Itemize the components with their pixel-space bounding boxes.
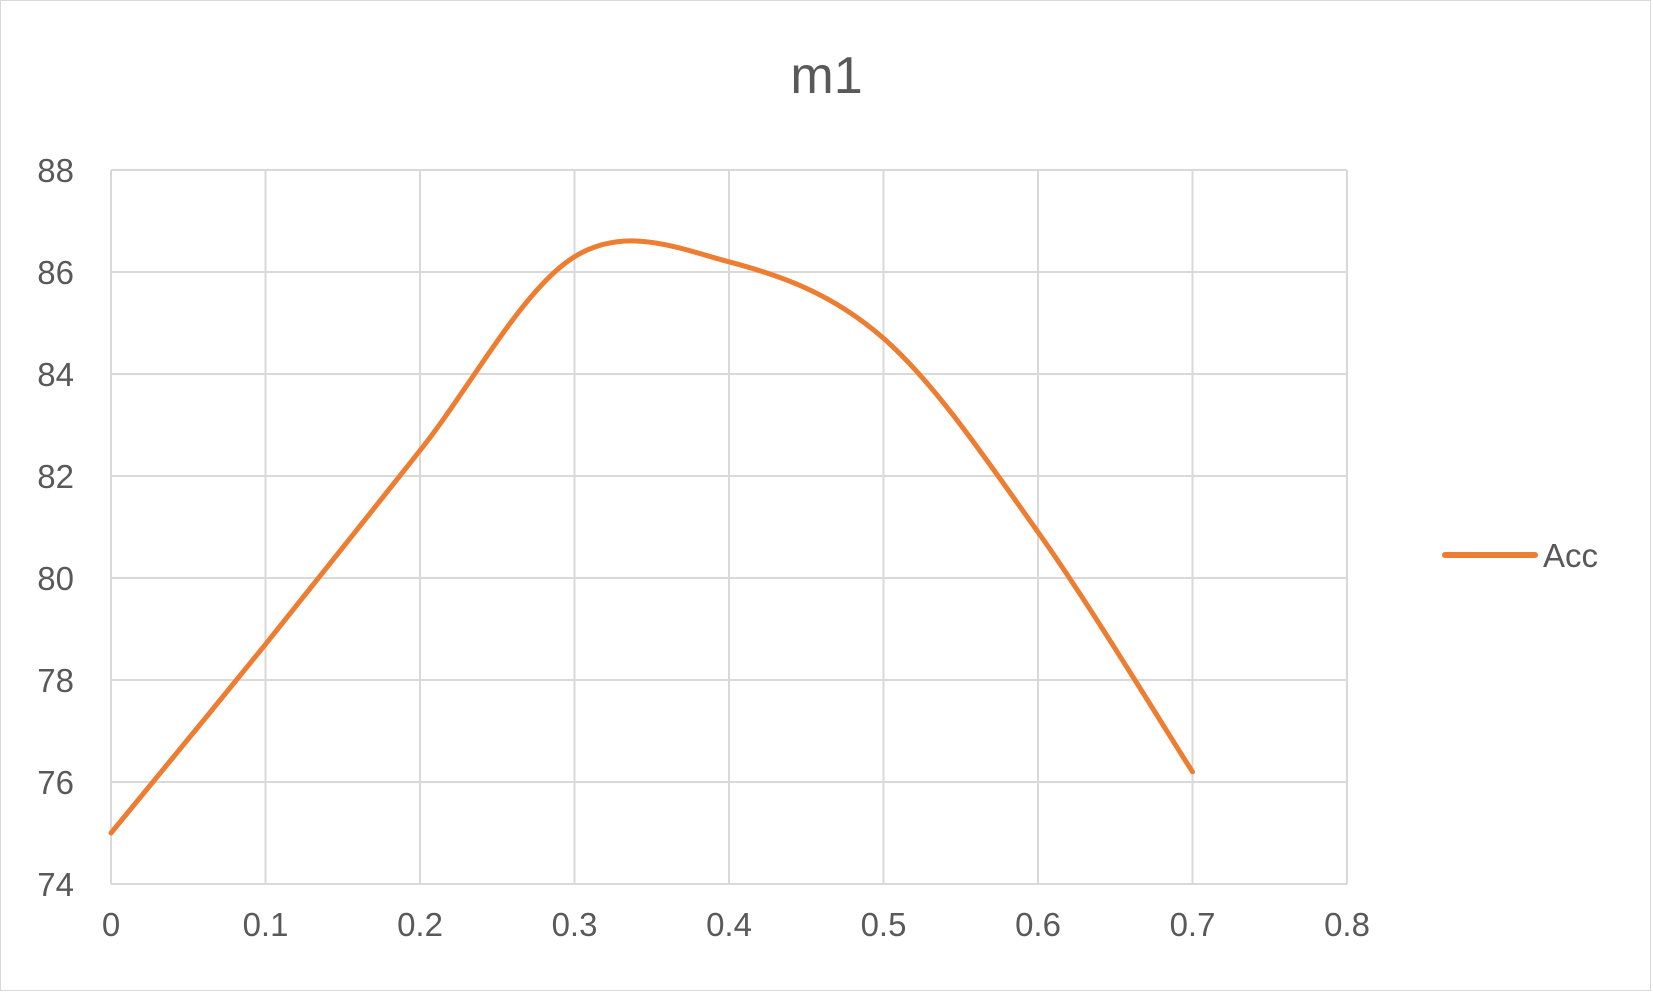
x-tick-label: 0.4	[706, 906, 752, 943]
x-tick-label: 0.5	[861, 906, 907, 943]
x-tick-label: 0.6	[1015, 906, 1061, 943]
y-tick-label: 86	[37, 254, 74, 291]
y-tick-label: 88	[37, 152, 74, 189]
x-tick-label: 0.7	[1170, 906, 1216, 943]
x-tick-label: 0.1	[243, 906, 289, 943]
x-tick-label: 0.3	[552, 906, 598, 943]
x-tick-label: 0	[102, 906, 120, 943]
y-tick-label: 76	[37, 764, 74, 801]
legend-label: Acc	[1543, 537, 1598, 574]
y-tick-label: 78	[37, 662, 74, 699]
chart-title: m1	[790, 47, 863, 105]
y-tick-label: 82	[37, 458, 74, 495]
x-tick-label: 0.8	[1324, 906, 1370, 943]
y-tick-label: 74	[37, 866, 74, 903]
series-line-acc	[108, 238, 1195, 836]
x-tick-label: 0.2	[397, 906, 443, 943]
y-tick-label: 80	[37, 560, 74, 597]
y-tick-label: 84	[37, 356, 74, 393]
